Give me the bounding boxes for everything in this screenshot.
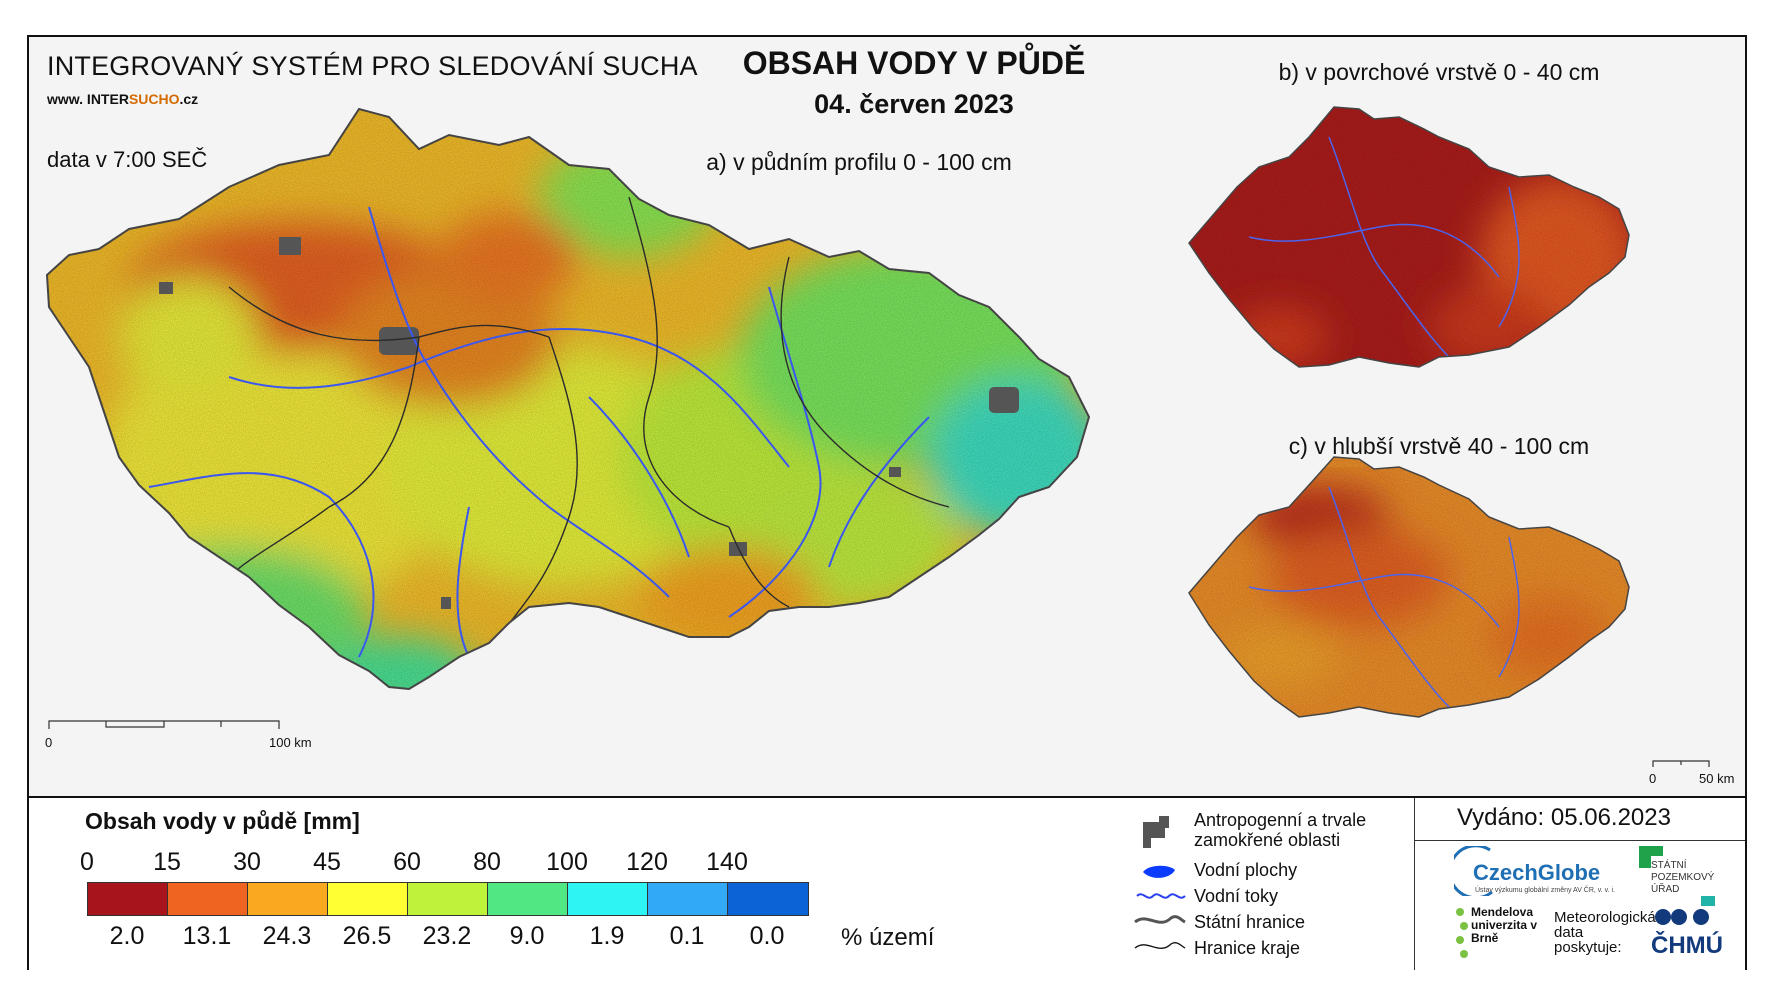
legend-percent: 2.0	[109, 922, 145, 950]
legend-tick: 60	[393, 848, 421, 876]
legend-swatch	[248, 883, 328, 915]
panel-b-title: b) v povrchové vrstvě 0 - 40 cm	[1278, 59, 1600, 85]
legend-tick: 120	[626, 848, 668, 876]
legend-percent: 0.0	[749, 922, 785, 950]
legend-swatch	[488, 883, 568, 915]
legend-swatch	[568, 883, 648, 915]
issued-date: Vydáno: 05.06.2023	[1457, 804, 1671, 831]
legend-swatch	[168, 883, 248, 915]
separator	[1414, 798, 1415, 970]
czechglobe-logo[interactable]: CzechGlobe	[1473, 860, 1601, 885]
state-border-a	[45, 107, 1091, 691]
panel-c-title: c) v hlubší vrstvě 40 - 100 cm	[1288, 433, 1590, 459]
map-date: 04. červen 2023	[814, 89, 1014, 119]
region-border-icon	[1134, 942, 1186, 949]
legend-tick: 80	[473, 848, 501, 876]
symbol-legend-icons	[1134, 816, 1186, 949]
data-time-label: data v 7:00 SEČ	[47, 147, 208, 172]
legend-percent: 13.1	[182, 922, 232, 950]
legend-tick: 45	[313, 848, 341, 876]
legend-swatch	[728, 883, 808, 915]
czechglobe-subtitle: Ústav výzkumu globální změny AV ČR, v. v…	[1475, 887, 1616, 894]
scalebar-small-start: 0	[1649, 771, 1657, 786]
legend-tick: 140	[706, 848, 748, 876]
map-sheet: INTEGROVANÝ SYSTÉM PRO SLEDOVÁNÍ SUCHA w…	[27, 35, 1747, 970]
legend-percent: 23.2	[422, 922, 472, 950]
map-panel-a[interactable]	[29, 37, 1109, 737]
website-highlight: SUCHO	[128, 91, 180, 107]
legend-region-border-label: Hranice kraje	[1194, 938, 1301, 958]
spu-logo[interactable]: STÁTNÍ POZEMKOVÝ ÚŘAD	[1651, 860, 1715, 895]
map-panel-b[interactable]	[1179, 97, 1639, 377]
mendel-logo[interactable]: Mendelova univerzita v Brně	[1471, 905, 1538, 945]
spu-logo-icon	[1651, 846, 1663, 856]
water-body-icon	[1143, 865, 1175, 878]
legend-percent: 0.1	[669, 922, 705, 950]
chmu-symbol-icon	[1655, 909, 1709, 925]
separator	[1414, 840, 1745, 841]
spu-logo-icon	[1639, 846, 1651, 868]
spu-logo-icon	[1701, 896, 1715, 906]
meteo-data-label: Meteorologická data poskytuje:	[1554, 909, 1656, 956]
legend-title: Obsah vody v půdě [mm]	[85, 808, 360, 834]
legend-tick: 15	[153, 848, 181, 876]
state-border-icon	[1134, 915, 1186, 924]
legend-anthropogenic-label: Antropogenní a trvale zamokřené oblasti	[1194, 810, 1367, 850]
scalebar-small	[1652, 760, 1710, 767]
website-prefix: www. INTER	[47, 91, 129, 107]
legend-swatch	[88, 883, 168, 915]
legend-swatch	[648, 883, 728, 915]
legend-streams-label: Vodní toky	[1194, 886, 1279, 906]
state-border-c	[1188, 456, 1630, 718]
legend-tick: 30	[233, 848, 261, 876]
legend-panel: Obsah vody v půdě [mm] 0 15 30 45 60 80 …	[29, 796, 1745, 970]
state-border-b	[1188, 106, 1630, 368]
legend-percent: 26.5	[342, 922, 392, 950]
panel-a-title: a) v půdním profilu 0 - 100 cm	[706, 149, 1012, 175]
map-panel-c[interactable]	[1179, 447, 1639, 727]
scalebar-main-end: 100 km	[269, 735, 312, 750]
legend-state-border-label: Státní hranice	[1194, 912, 1306, 932]
river-icon	[1136, 893, 1186, 899]
scalebar-main-start: 0	[45, 735, 53, 750]
mendel-dots-icon	[1456, 908, 1468, 958]
legend-tick: 100	[546, 848, 588, 876]
legend-swatch	[328, 883, 408, 915]
scalebar-small-end: 50 km	[1699, 771, 1735, 786]
maps-svg	[29, 37, 1710, 767]
chmu-logo[interactable]: ČHMÚ	[1651, 932, 1723, 959]
map-area: INTEGROVANÝ SYSTÉM PRO SLEDOVÁNÍ SUCHA w…	[29, 37, 1745, 796]
legend-percent: 9.0	[509, 922, 545, 950]
legend-tick: 0	[80, 848, 94, 876]
system-title: INTEGROVANÝ SYSTÉM PRO SLEDOVÁNÍ SUCHA	[47, 51, 698, 81]
scalebar-main	[48, 720, 280, 729]
legend-percent-unit: % území	[841, 924, 935, 951]
legend-water-bodies-label: Vodní plochy	[1194, 860, 1298, 880]
legend-swatch	[408, 883, 488, 915]
main-title: OBSAH VODY V PŮDĚ	[742, 45, 1086, 81]
website-link[interactable]: www. INTERSUCHO.cz	[47, 91, 198, 107]
website-suffix: .cz	[179, 91, 199, 107]
legend-percent: 1.9	[589, 922, 625, 950]
legend-color-bar	[87, 882, 809, 916]
legend-percent: 24.3	[262, 922, 312, 950]
anthropogenic-area-icon	[1143, 816, 1169, 848]
